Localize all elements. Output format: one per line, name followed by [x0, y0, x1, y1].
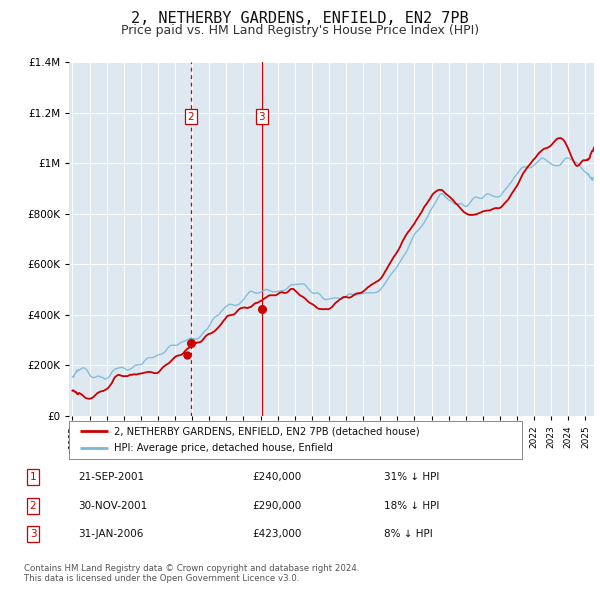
Text: 2: 2 — [187, 112, 194, 122]
Text: Contains HM Land Registry data © Crown copyright and database right 2024.
This d: Contains HM Land Registry data © Crown c… — [24, 563, 359, 583]
Text: 30-NOV-2001: 30-NOV-2001 — [78, 501, 147, 510]
Text: 2: 2 — [29, 501, 37, 510]
Text: HPI: Average price, detached house, Enfield: HPI: Average price, detached house, Enfi… — [115, 443, 333, 453]
Text: £240,000: £240,000 — [252, 473, 301, 482]
Text: 3: 3 — [259, 112, 265, 122]
Text: 8% ↓ HPI: 8% ↓ HPI — [384, 529, 433, 539]
Text: 18% ↓ HPI: 18% ↓ HPI — [384, 501, 439, 510]
Text: 3: 3 — [29, 529, 37, 539]
Text: 2, NETHERBY GARDENS, ENFIELD, EN2 7PB: 2, NETHERBY GARDENS, ENFIELD, EN2 7PB — [131, 11, 469, 25]
Text: 2, NETHERBY GARDENS, ENFIELD, EN2 7PB (detached house): 2, NETHERBY GARDENS, ENFIELD, EN2 7PB (d… — [115, 427, 420, 437]
Text: Price paid vs. HM Land Registry's House Price Index (HPI): Price paid vs. HM Land Registry's House … — [121, 24, 479, 37]
Text: 31% ↓ HPI: 31% ↓ HPI — [384, 473, 439, 482]
Text: £423,000: £423,000 — [252, 529, 301, 539]
Text: 31-JAN-2006: 31-JAN-2006 — [78, 529, 143, 539]
Text: 1: 1 — [29, 473, 37, 482]
Text: 21-SEP-2001: 21-SEP-2001 — [78, 473, 144, 482]
Text: £290,000: £290,000 — [252, 501, 301, 510]
